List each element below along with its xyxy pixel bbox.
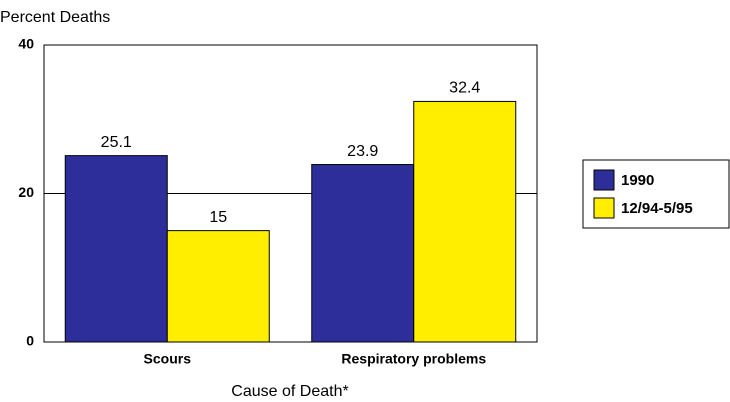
bar xyxy=(413,100,517,343)
legend-label: 1990 xyxy=(621,172,654,189)
value-label: 23.9 xyxy=(347,143,378,160)
x-axis-label: Cause of Death* xyxy=(231,383,348,400)
value-label: 15 xyxy=(209,209,227,226)
y-tick-label: 20 xyxy=(18,184,34,200)
x-tick-label: Respiratory problems xyxy=(341,351,486,367)
legend-swatch xyxy=(593,169,615,191)
chart-title: Percent Deaths xyxy=(0,9,110,26)
legend-label: 12/94-5/95 xyxy=(621,200,693,217)
value-label: 25.1 xyxy=(101,134,132,151)
x-tick-label: Scours xyxy=(144,351,192,367)
legend-swatch xyxy=(593,197,615,219)
value-label: 32.4 xyxy=(449,80,480,97)
y-tick-label: 0 xyxy=(26,333,34,349)
bar xyxy=(64,155,168,343)
bar xyxy=(166,230,270,343)
y-tick-label: 40 xyxy=(18,36,34,52)
bar xyxy=(311,164,415,343)
